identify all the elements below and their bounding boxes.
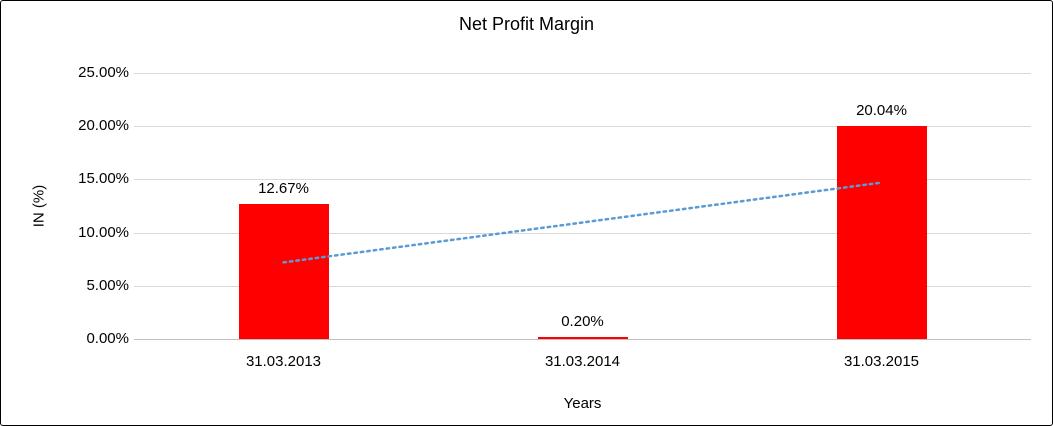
gridline [134,179,1031,181]
x-axis-line [134,339,1031,340]
bar-data-label: 0.20% [561,312,604,330]
y-tick-label: 0.00% [86,330,129,347]
x-tick-label: 31.03.2013 [245,353,322,370]
y-tick-label: 10.00% [78,223,129,241]
gridline [134,73,1031,74]
bar-31.03.2013 [238,204,329,339]
chart-title: Net Profit Margin [458,14,595,34]
bar-31.03.2014 [537,336,628,339]
y-tick-label: 20.00% [78,117,129,135]
bar-31.03.2015 [836,125,927,339]
y-axis-tick-labels: 0.00% 5.00% 10.00% 15.00% 20.00% 25.00% [31,64,129,347]
y-tick-label: 25.00% [78,64,129,81]
gridline [134,285,1031,287]
x-tick-label: 31.03.2014 [544,353,621,370]
x-axis-title: Years [563,395,602,412]
plot-area: 12.67% 0.20% 20.04% [134,73,1031,340]
bar-data-label: 20.04% [856,101,907,119]
gridline [134,126,1031,128]
x-tick-label: 31.03.2015 [843,353,920,370]
x-axis-tick-labels: 31.03.2013 31.03.2014 31.03.2015 [134,353,1031,375]
y-tick-label: 15.00% [78,170,129,188]
y-tick-label: 5.00% [86,276,129,294]
bar-data-label: 12.67% [258,180,309,198]
